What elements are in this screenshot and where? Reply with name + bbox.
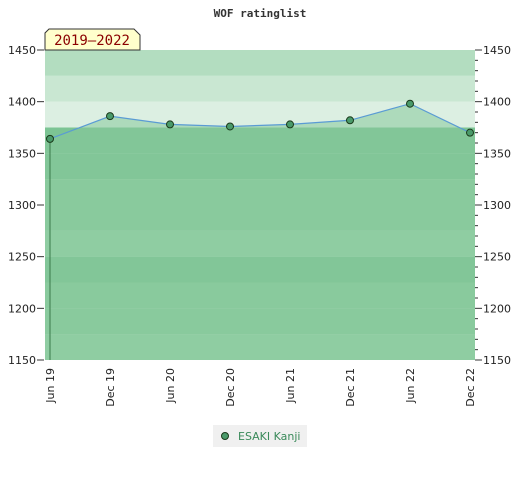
y-tick-label-left: 1350 (8, 147, 36, 160)
period-badge-shape (44, 28, 141, 51)
y-tick-label-right: 1250 (483, 251, 511, 264)
data-point[interactable] (226, 122, 234, 131)
period-badge-text: 2019–2022 (54, 33, 130, 49)
x-tick-label: Jun 20 (164, 368, 177, 404)
y-tick-label-left: 1450 (8, 44, 36, 57)
background-band (45, 75, 475, 102)
period-badge: 2019–2022 (44, 28, 141, 51)
x-tick-label: Dec 20 (224, 368, 237, 407)
series-points (46, 99, 474, 143)
x-tick-label: Jun 22 (404, 368, 417, 404)
chart-title: WOF ratinglist (214, 7, 307, 20)
data-point[interactable] (346, 116, 354, 125)
y-tick-label-left: 1150 (8, 354, 36, 367)
data-point[interactable] (166, 120, 174, 129)
data-point[interactable] (406, 99, 414, 108)
data-point[interactable] (46, 134, 54, 143)
y-tick-label-right: 1400 (483, 96, 511, 109)
data-point[interactable] (466, 128, 474, 137)
y-tick-label-right: 1150 (483, 354, 511, 367)
x-axis-labels: Jun 19 Dec 19 Jun 20 Dec 20 Jun 21 Dec 21 Jun … (44, 368, 477, 407)
data-point[interactable] (106, 112, 114, 121)
y-tick-label-left: 1400 (8, 96, 36, 109)
y-tick-label-right: 1200 (483, 302, 511, 315)
series-line (49, 103, 471, 140)
legend[interactable]: ESAKI Kanji (213, 425, 307, 447)
x-tick-label: Jun 21 (284, 368, 297, 404)
y-tick-label-right: 1350 (483, 147, 511, 160)
y-axis-right: 1150 1200 1250 1300 1350 1400 1450 (475, 44, 511, 367)
legend-label: ESAKI Kanji (238, 430, 300, 443)
y-tick-label-right: 1300 (483, 199, 511, 212)
legend-box (213, 425, 307, 447)
x-tick-label: Dec 21 (344, 368, 357, 407)
y-tick-label-left: 1300 (8, 199, 36, 212)
y-tick-label-left: 1200 (8, 302, 36, 315)
y-tick-label-right: 1450 (483, 44, 511, 57)
data-point[interactable] (286, 120, 294, 129)
x-tick-label: Dec 19 (104, 368, 117, 407)
background-band (45, 50, 475, 76)
y-axis-left: 1150 1200 1250 1300 1350 1400 1450 (8, 44, 44, 367)
series-area (45, 103, 475, 360)
legend-marker (221, 432, 229, 440)
y-tick-label-left: 1250 (8, 251, 36, 264)
x-tick-label: Jun 19 (44, 368, 57, 404)
x-tick-label: Dec 22 (464, 368, 477, 407)
